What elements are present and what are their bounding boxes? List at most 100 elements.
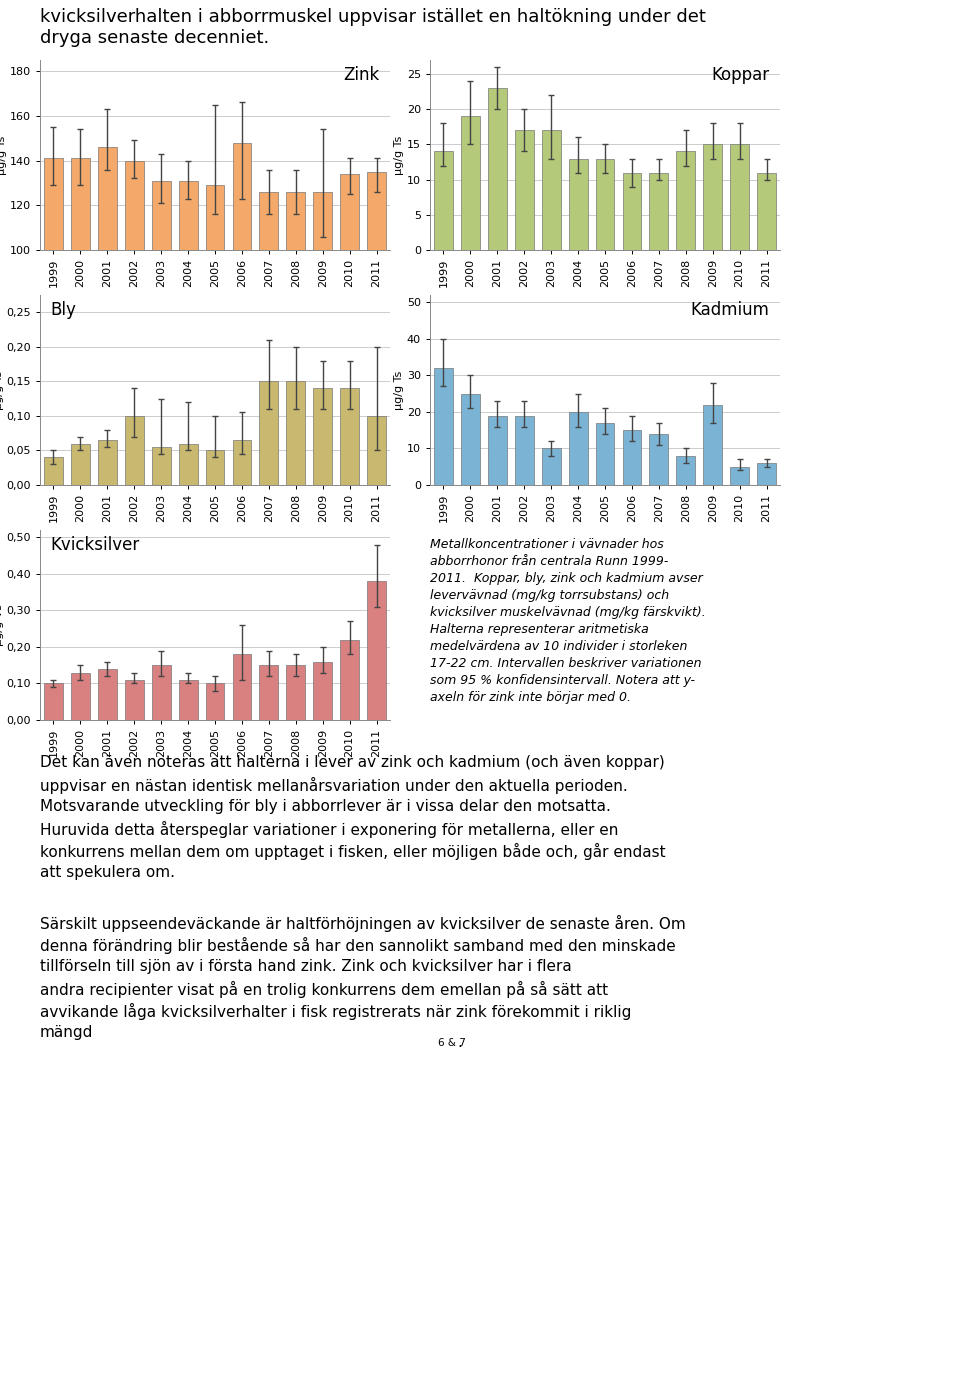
Bar	[152, 446, 171, 485]
Bar	[461, 116, 480, 250]
Bar	[541, 449, 561, 485]
Text: Metallkoncentrationer i vävnader hos: Metallkoncentrationer i vävnader hos	[430, 538, 663, 551]
Bar	[232, 142, 252, 474]
Text: Huruvida detta återspeglar variationer i exponering för metallerna, eller en: Huruvida detta återspeglar variationer i…	[40, 821, 618, 837]
Bar	[515, 130, 534, 250]
Bar	[367, 171, 386, 474]
Bar	[259, 665, 278, 720]
Bar	[622, 430, 641, 485]
Bar	[313, 192, 332, 474]
Text: Zink: Zink	[344, 66, 379, 84]
Bar	[125, 160, 144, 474]
Bar	[595, 423, 614, 485]
Bar	[434, 368, 453, 485]
Bar	[71, 444, 90, 485]
Bar	[98, 669, 117, 720]
Text: tillförseln till sjön av i första hand zink. Zink och kvicksilver har i flera: tillförseln till sjön av i första hand z…	[40, 959, 572, 974]
Bar	[232, 439, 252, 485]
Bar	[44, 457, 63, 485]
Bar	[704, 145, 722, 250]
Bar	[622, 173, 641, 250]
Bar	[44, 684, 63, 720]
Text: Kvicksilver: Kvicksilver	[51, 536, 140, 554]
Text: medelvärdena av 10 individer i storleken: medelvärdena av 10 individer i storleken	[430, 640, 687, 654]
Text: andra recipienter visat på en trolig konkurrens dem emellan på så sätt att: andra recipienter visat på en trolig kon…	[40, 981, 608, 998]
Bar	[179, 680, 198, 720]
Bar	[152, 181, 171, 474]
Bar	[205, 185, 225, 474]
Bar	[340, 174, 359, 474]
Y-axis label: μg/g Ts: μg/g Ts	[0, 135, 7, 174]
Bar	[595, 159, 614, 250]
Bar	[313, 662, 332, 720]
Text: Kadmium: Kadmium	[690, 301, 770, 319]
Text: som 95 % konfidensintervall. Notera att y-: som 95 % konfidensintervall. Notera att …	[430, 674, 695, 687]
Bar	[98, 439, 117, 485]
Text: Halterna representerar aritmetiska: Halterna representerar aritmetiska	[430, 623, 649, 636]
Bar	[731, 467, 749, 485]
Text: 6 & 7: 6 & 7	[439, 1038, 467, 1048]
Bar	[677, 152, 695, 250]
Y-axis label: μg/g Ts: μg/g Ts	[394, 135, 404, 174]
Bar	[488, 88, 507, 250]
Text: Bly: Bly	[51, 301, 77, 319]
Bar	[568, 412, 588, 485]
Bar	[286, 192, 305, 474]
Text: uppvisar en nästan identisk mellanårsvariation under den aktuella perioden.: uppvisar en nästan identisk mellanårsvar…	[40, 777, 628, 795]
Bar	[568, 159, 588, 250]
Bar	[125, 416, 144, 485]
Bar	[259, 192, 278, 474]
Text: Koppar: Koppar	[711, 66, 770, 84]
Text: kvicksilver muskelvävnad (mg/kg färskvikt).: kvicksilver muskelvävnad (mg/kg färskvik…	[430, 605, 706, 619]
Text: denna förändring blir bestående så har den sannolikt samband med den minskade: denna förändring blir bestående så har d…	[40, 937, 676, 954]
Bar	[340, 388, 359, 485]
Bar	[434, 152, 453, 250]
Text: axeln för zink inte börjar med 0.: axeln för zink inte börjar med 0.	[430, 691, 631, 703]
Bar	[179, 444, 198, 485]
Bar	[757, 463, 776, 485]
Bar	[677, 456, 695, 485]
Text: abborrhonor från centrala Runn 1999-: abborrhonor från centrala Runn 1999-	[430, 556, 668, 568]
Bar	[286, 665, 305, 720]
Bar	[731, 145, 749, 250]
Y-axis label: μg/g Vs: μg/g Vs	[0, 604, 4, 645]
Bar	[152, 665, 171, 720]
Bar	[340, 640, 359, 720]
Bar	[44, 159, 63, 474]
Y-axis label: μg/g Ts: μg/g Ts	[394, 370, 404, 409]
Text: Det kan även noteras att halterna i lever av zink och kadmium (och även koppar): Det kan även noteras att halterna i leve…	[40, 755, 664, 770]
Bar	[71, 159, 90, 474]
Bar	[757, 173, 776, 250]
Bar	[367, 582, 386, 720]
Bar	[286, 381, 305, 485]
Bar	[98, 146, 117, 474]
Text: kvicksilverhalten i abborrmuskel uppvisar istället en haltökning under det
dryga: kvicksilverhalten i abborrmuskel uppvisa…	[40, 8, 706, 47]
Bar	[704, 405, 722, 485]
Bar	[488, 416, 507, 485]
Bar	[179, 181, 198, 474]
Text: levervävnad (mg/kg torrsubstans) och: levervävnad (mg/kg torrsubstans) och	[430, 589, 669, 603]
Bar	[205, 451, 225, 485]
Text: Särskilt uppseendeväckande är haltförhöjningen av kvicksilver de senaste åren. O: Särskilt uppseendeväckande är haltförhöj…	[40, 915, 685, 931]
Bar	[649, 173, 668, 250]
Bar	[461, 394, 480, 485]
Bar	[367, 416, 386, 485]
Text: Motsvarande utveckling för bly i abborrlever är i vissa delar den motsatta.: Motsvarande utveckling för bly i abborrl…	[40, 799, 611, 814]
Text: 17-22 cm. Intervallen beskriver variationen: 17-22 cm. Intervallen beskriver variatio…	[430, 656, 702, 670]
Text: konkurrens mellan dem om upptaget i fisken, eller möjligen både och, går endast: konkurrens mellan dem om upptaget i fisk…	[40, 843, 665, 860]
Bar	[71, 673, 90, 720]
Text: avvikande låga kvicksilverhalter i fisk registrerats när zink förekommit i rikli: avvikande låga kvicksilverhalter i fisk …	[40, 1003, 632, 1020]
Text: .: .	[458, 1035, 463, 1050]
Bar	[125, 680, 144, 720]
Bar	[515, 416, 534, 485]
Text: 2011.  Koppar, bly, zink och kadmium avser: 2011. Koppar, bly, zink och kadmium avse…	[430, 572, 703, 585]
Y-axis label: μg/g Ts: μg/g Ts	[0, 370, 4, 409]
Bar	[259, 381, 278, 485]
Bar	[541, 130, 561, 250]
Bar	[313, 388, 332, 485]
Bar	[205, 684, 225, 720]
Bar	[232, 654, 252, 720]
Text: mängd: mängd	[40, 1025, 93, 1041]
Text: att spekulera om.: att spekulera om.	[40, 865, 175, 880]
Bar	[649, 434, 668, 485]
